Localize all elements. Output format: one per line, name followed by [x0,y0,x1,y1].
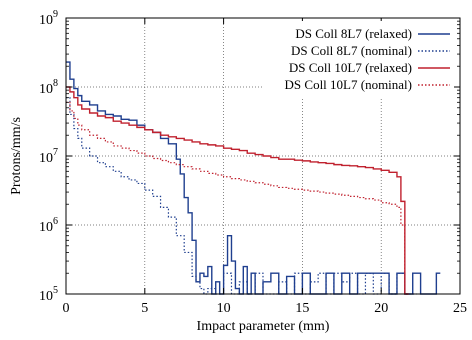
y-tick-label: 109 [39,9,58,28]
x-tick-label: 25 [453,301,467,316]
y-tick-exponent: 9 [53,9,58,20]
x-tick-label: 20 [374,301,388,316]
series-line-4 [66,101,409,295]
series-line-3 [66,86,409,295]
x-tick-label: 0 [63,301,70,316]
legend-label: DS Coll 8L7 (relaxed) [295,26,412,41]
y-tick-base: 10 [39,151,53,166]
y-tick-label: 106 [39,216,58,235]
y-tick-exponent: 7 [53,147,58,158]
y-tick-label: 108 [39,78,58,97]
y-tick-base: 10 [39,220,53,235]
y-tick-base: 10 [39,13,53,28]
x-tick-label: 5 [141,301,148,316]
legend-label: DS Coll 8L7 (nominal) [291,43,412,58]
y-tick-base: 10 [39,82,53,97]
x-axis-label: Impact parameter (mm) [197,319,330,334]
x-tick-label: 15 [295,301,309,316]
x-tick-label: 10 [217,301,231,316]
y-axis-label: Protons/mm/s [9,117,24,195]
y-tick-label: 107 [39,147,58,166]
legend-label: DS Coll 10L7 (nominal) [285,77,412,92]
y-tick-exponent: 6 [53,216,58,227]
y-tick-base: 10 [39,289,53,304]
legend-label: DS Coll 10L7 (relaxed) [289,60,412,75]
y-tick-exponent: 8 [53,78,58,89]
legend: DS Coll 8L7 (relaxed) DS Coll 8L7 (nomina… [262,21,454,97]
y-tick-exponent: 5 [53,285,58,296]
y-tick-label: 105 [39,285,58,304]
series-line-2 [66,97,417,295]
